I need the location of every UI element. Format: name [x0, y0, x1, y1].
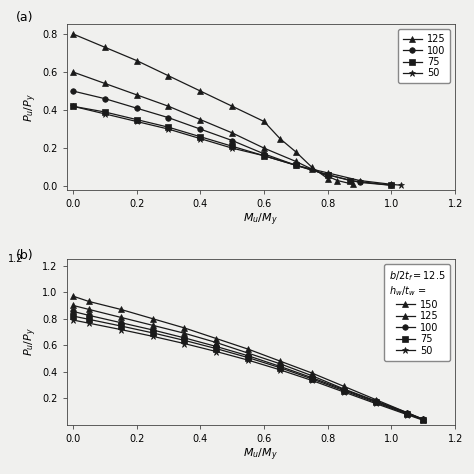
Text: (a): (a) — [16, 11, 34, 24]
Legend: 125, 100, 75, 50: 125, 100, 75, 50 — [398, 29, 450, 83]
X-axis label: $M_u/M_y$: $M_u/M_y$ — [244, 212, 278, 228]
Y-axis label: $P_u/P_y$: $P_u/P_y$ — [23, 328, 39, 356]
X-axis label: $M_u/M_y$: $M_u/M_y$ — [244, 447, 278, 463]
Y-axis label: $P_u/P_y$: $P_u/P_y$ — [23, 93, 39, 122]
Legend: 150, 125, 100, 75, 50: 150, 125, 100, 75, 50 — [384, 264, 450, 361]
Text: 1.2: 1.2 — [9, 254, 24, 264]
Text: (b): (b) — [16, 249, 34, 262]
